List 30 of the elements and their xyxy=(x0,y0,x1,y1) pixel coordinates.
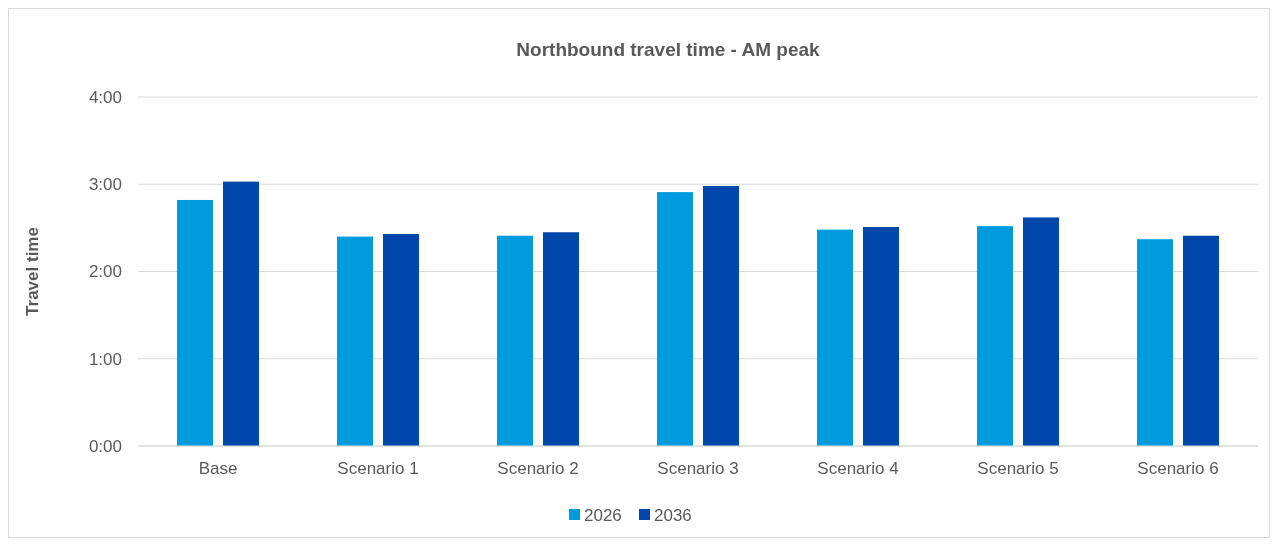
y-tick-label: 1:00 xyxy=(88,349,122,369)
bar xyxy=(1023,217,1059,446)
bar xyxy=(1137,239,1173,446)
bar xyxy=(817,229,853,446)
legend-label: 2026 xyxy=(584,505,622,525)
bar xyxy=(177,199,213,446)
bar xyxy=(863,227,899,446)
chart-title: Northbound travel time - AM peak xyxy=(516,39,821,60)
y-tick-label: 4:00 xyxy=(88,87,122,107)
x-tick-label: Scenario 6 xyxy=(1137,459,1219,478)
y-tick-label: 2:00 xyxy=(88,262,122,282)
x-tick-label: Scenario 3 xyxy=(657,459,739,478)
bar xyxy=(1183,235,1219,446)
bar xyxy=(977,226,1013,446)
x-tick-label: Scenario 1 xyxy=(337,459,419,478)
x-tick-label: Scenario 4 xyxy=(817,459,899,478)
x-tick-label: Scenario 2 xyxy=(497,459,579,478)
bar xyxy=(223,181,259,446)
bar xyxy=(703,186,739,446)
y-tick-label: 0:00 xyxy=(88,436,122,456)
bar xyxy=(337,236,373,446)
y-axis-title: Travel time xyxy=(23,227,42,316)
legend-label: 2036 xyxy=(654,505,692,525)
bar xyxy=(657,192,693,446)
y-tick-label: 3:00 xyxy=(88,175,122,195)
bar xyxy=(383,233,419,446)
x-tick-label: Base xyxy=(198,459,238,478)
x-tick-label: Scenario 5 xyxy=(977,459,1059,478)
bar xyxy=(497,235,533,446)
bar xyxy=(543,232,579,446)
